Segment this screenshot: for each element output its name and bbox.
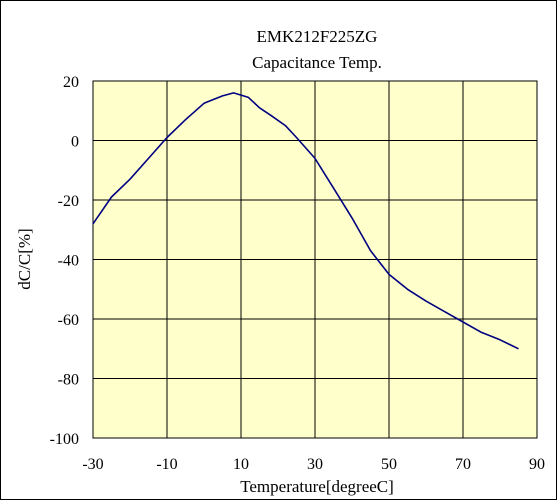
y-axis-label: dC/C[%] [15,228,34,289]
x-axis-label: Temperature[degreeC] [240,477,394,496]
y-tick-label: -100 [50,431,79,448]
y-tick-label: -80 [58,372,79,389]
grid [93,81,537,438]
x-tick-label: 50 [381,456,397,473]
y-tick-label: -60 [58,312,79,329]
y-tick-label: -40 [58,253,79,270]
y-tick-label: -20 [58,193,79,210]
y-tick-labels: 20 0 -20 -40 -60 -80 -100 [50,74,79,448]
x-tick-label: 70 [455,456,471,473]
x-tick-label: -10 [156,456,177,473]
y-tick-label: 0 [71,134,79,151]
x-tick-label: -30 [82,456,103,473]
x-tick-label: 90 [529,456,545,473]
x-tick-label: 30 [307,456,323,473]
x-tick-labels: -30 -10 10 30 50 70 90 [82,456,545,473]
series-line [92,92,519,350]
y-tick-label: 20 [63,74,79,91]
x-tick-label: 10 [233,456,249,473]
series-group [92,92,519,350]
chart-subtitle: Capacitance Temp. [252,53,382,72]
chart-title: EMK212F225ZG [257,27,378,46]
